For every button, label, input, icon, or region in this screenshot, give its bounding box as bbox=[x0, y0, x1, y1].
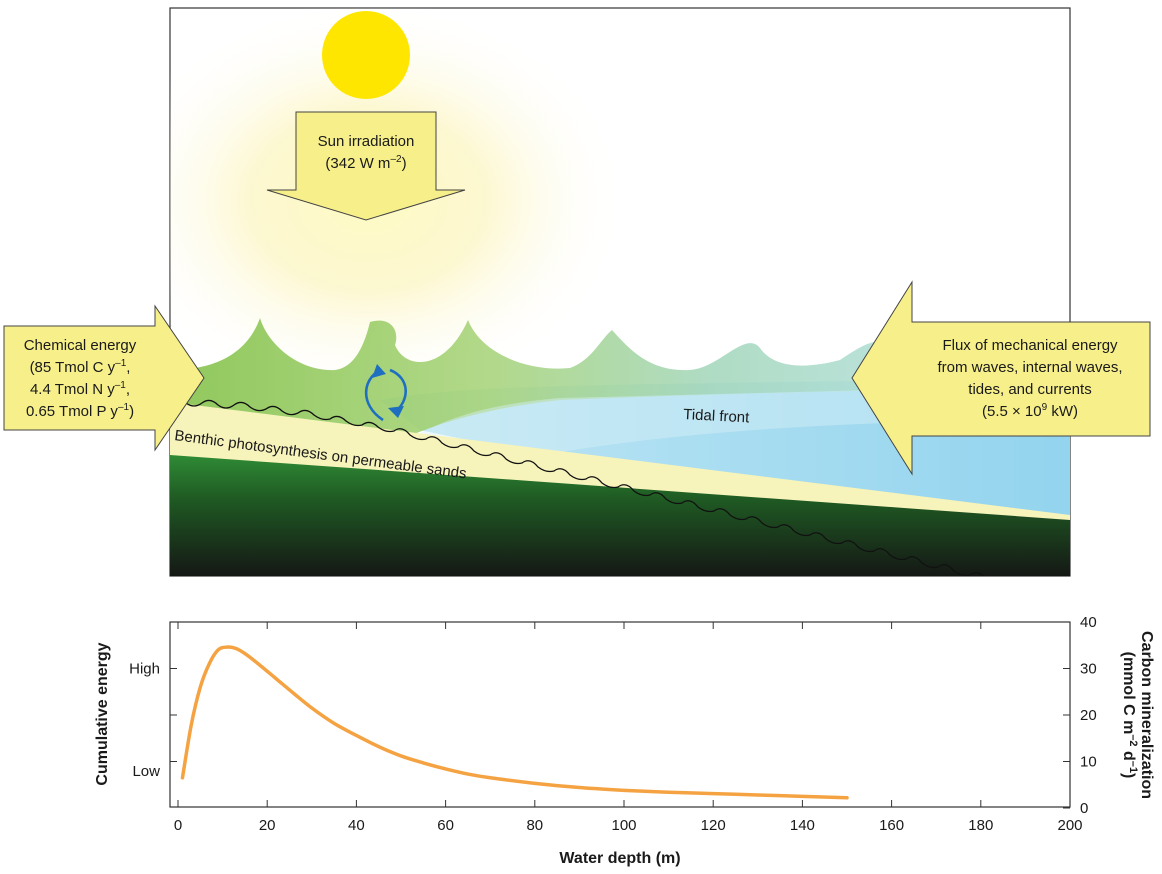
y-right-axis-title-line2: (mmol C m–2 d–1) bbox=[1120, 652, 1139, 779]
y-right-unit-mid: d bbox=[1120, 747, 1137, 761]
svg-text:Sun irradiation: Sun irradiation bbox=[318, 133, 415, 150]
chemical-energy-nitrogen-exponent: –1 bbox=[115, 380, 127, 391]
chemical-energy-phosphorus-exponent: –1 bbox=[118, 402, 130, 413]
chemical-energy-carbon: (85 Tmol C y bbox=[30, 359, 116, 376]
svg-text:4.4 Tmol N y–1,: 4.4 Tmol N y–1, bbox=[30, 380, 130, 398]
mechanical-energy-unit: kW) bbox=[1047, 403, 1078, 420]
y-right-tick-label: 20 bbox=[1080, 707, 1097, 724]
depth-chart: 0 20 40 60 80 100 120 140 160 180 200 0 10 20 30 40 Lo… bbox=[94, 614, 1155, 867]
svg-text:0.65 Tmol P y–1): 0.65 Tmol P y–1) bbox=[26, 402, 134, 420]
x-axis-ticks: 0 20 40 60 80 100 120 140 160 180 200 bbox=[174, 622, 1083, 834]
mechanical-energy-line2: from waves, internal waves, bbox=[937, 359, 1122, 376]
chart-frame bbox=[169, 621, 1071, 808]
y-right-unit-suffix: ) bbox=[1120, 773, 1137, 778]
chemical-energy-arrow: Chemical energy (85 Tmol C y–1, 4.4 Tmol… bbox=[3, 304, 205, 452]
x-tick-label: 20 bbox=[259, 817, 276, 834]
y-left-axis-title: Cumulative energy bbox=[94, 642, 111, 785]
chemical-energy-carbon-suffix: , bbox=[126, 359, 130, 376]
y-right-unit-exp2: –1 bbox=[1127, 761, 1139, 773]
x-tick-label: 0 bbox=[174, 817, 182, 834]
y-right-tick-label: 30 bbox=[1080, 661, 1097, 678]
y-right-tick-label: 40 bbox=[1080, 614, 1097, 631]
sun-irradiation-label: Sun irradiation bbox=[318, 133, 415, 150]
y-left-tick-label: Low bbox=[132, 763, 160, 780]
chemical-energy-carbon-exponent: –1 bbox=[115, 358, 127, 369]
y-right-axis-ticks: 0 10 20 30 40 bbox=[1063, 614, 1097, 817]
sun-irradiation-exponent: –2 bbox=[390, 154, 402, 165]
x-tick-label: 60 bbox=[437, 817, 454, 834]
svg-text:Chemical energy: Chemical energy bbox=[24, 337, 137, 354]
chemical-energy-phosphorus: 0.65 Tmol P y bbox=[26, 403, 118, 420]
y-right-tick-label: 10 bbox=[1080, 754, 1097, 771]
y-right-axis-title-line1: Carbon mineralization bbox=[1138, 631, 1155, 799]
chemical-energy-phosphorus-suffix: ) bbox=[129, 403, 134, 420]
sun-icon bbox=[322, 11, 410, 99]
y-right-unit-prefix: (mmol C m bbox=[1120, 652, 1137, 735]
chemical-energy-nitrogen-suffix: , bbox=[126, 381, 130, 398]
chemical-energy-nitrogen: 4.4 Tmol N y bbox=[30, 381, 115, 398]
x-tick-label: 160 bbox=[879, 817, 904, 834]
circulation-arrows-icon bbox=[364, 364, 407, 422]
svg-text:(5.5 × 109 kW): (5.5 × 109 kW) bbox=[982, 402, 1078, 420]
sun-irradiation-value: (342 W m bbox=[325, 155, 390, 172]
mechanical-energy-exponent: 9 bbox=[1042, 402, 1048, 413]
energy-diagram-panel: Sun irradiation (342 W m–2) Chemical ene… bbox=[3, 7, 1151, 577]
svg-text:(85 Tmol C y–1,: (85 Tmol C y–1, bbox=[30, 358, 131, 376]
y-left-tick-label: High bbox=[129, 661, 160, 678]
x-tick-label: 80 bbox=[526, 817, 543, 834]
x-axis-title: Water depth (m) bbox=[559, 850, 680, 867]
mechanical-energy-arrow: Flux of mechanical energy from waves, in… bbox=[851, 280, 1151, 476]
sediment-layer bbox=[170, 455, 1070, 576]
sun-irradiation-arrow: Sun irradiation (342 W m–2) bbox=[266, 111, 466, 221]
y-right-tick-label: 0 bbox=[1080, 800, 1088, 817]
y-left-axis-ticks: Low High bbox=[129, 661, 177, 780]
y-right-unit-exp1: –2 bbox=[1127, 734, 1139, 746]
mechanical-energy-line1: Flux of mechanical energy bbox=[942, 337, 1118, 354]
svg-text:Flux of mechanical energy: Flux of mechanical energy bbox=[942, 337, 1118, 354]
tidal-front-label: Tidal front bbox=[683, 406, 751, 426]
x-tick-label: 200 bbox=[1057, 817, 1082, 834]
seabed-interface-line bbox=[170, 399, 985, 576]
svg-text:from waves, internal waves,: from waves, internal waves, bbox=[937, 359, 1122, 376]
chemical-energy-title: Chemical energy bbox=[24, 337, 137, 354]
sun-irradiation-close: ) bbox=[402, 155, 407, 172]
x-tick-label: 100 bbox=[611, 817, 636, 834]
svg-text:(342 W m–2): (342 W m–2) bbox=[325, 154, 406, 172]
x-tick-label: 40 bbox=[348, 817, 365, 834]
x-tick-label: 140 bbox=[790, 817, 815, 834]
mechanical-energy-line3: tides, and currents bbox=[968, 381, 1091, 398]
mechanical-energy-value: (5.5 × 10 bbox=[982, 403, 1042, 420]
x-tick-label: 180 bbox=[968, 817, 993, 834]
svg-text:tides, and currents: tides, and currents bbox=[968, 381, 1091, 398]
carbon-mineralization-curve bbox=[180, 645, 849, 800]
x-tick-label: 120 bbox=[701, 817, 726, 834]
